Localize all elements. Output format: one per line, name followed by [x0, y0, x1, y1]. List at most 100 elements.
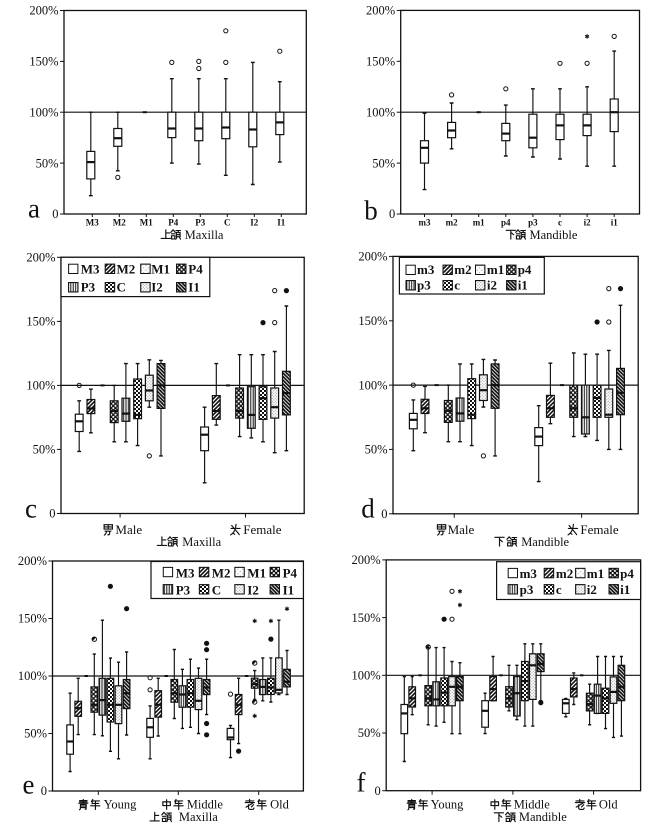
svg-text:m2: m2	[454, 262, 471, 277]
svg-text:150%: 150%	[358, 314, 387, 328]
svg-text:Maxilla: Maxilla	[179, 810, 218, 824]
svg-text:P3: P3	[195, 218, 205, 228]
svg-text:Mandible: Mandible	[521, 535, 569, 549]
svg-text:m3: m3	[417, 262, 435, 277]
svg-text:200%: 200%	[26, 251, 55, 265]
svg-text:Middle: Middle	[187, 798, 224, 812]
svg-text:50%: 50%	[24, 727, 47, 741]
svg-text:i1: i1	[518, 277, 528, 292]
svg-text:150%: 150%	[18, 612, 47, 626]
svg-text:M3: M3	[176, 565, 195, 580]
svg-text:c: c	[25, 494, 37, 524]
svg-text:M2: M2	[212, 565, 231, 580]
svg-text:m1: m1	[473, 218, 485, 228]
svg-text:i1: i1	[611, 218, 619, 228]
svg-text:150%: 150%	[366, 55, 395, 69]
svg-text:Male: Male	[115, 522, 142, 537]
svg-text:100%: 100%	[352, 669, 381, 683]
svg-text:Young: Young	[431, 798, 465, 812]
svg-text:0: 0	[374, 784, 380, 798]
svg-text:100%: 100%	[26, 379, 55, 393]
svg-text:0: 0	[52, 207, 58, 221]
svg-text:200%: 200%	[366, 4, 395, 18]
svg-text:0: 0	[381, 507, 387, 521]
svg-text:p4: p4	[518, 262, 532, 277]
svg-text:Old: Old	[270, 798, 290, 812]
svg-text:i1: i1	[620, 582, 630, 597]
svg-text:a: a	[28, 194, 40, 224]
svg-text:150%: 150%	[29, 55, 58, 69]
svg-text:c: c	[558, 218, 562, 228]
svg-text:100%: 100%	[29, 106, 58, 120]
svg-text:Mandible: Mandible	[530, 228, 578, 242]
svg-text:Male: Male	[448, 522, 475, 537]
svg-text:M2: M2	[113, 218, 126, 228]
svg-text:I2: I2	[247, 583, 259, 598]
svg-text:I2: I2	[151, 280, 163, 295]
svg-text:d: d	[361, 494, 375, 524]
svg-text:P4: P4	[283, 565, 298, 580]
svg-text:200%: 200%	[18, 554, 47, 568]
svg-text:M1: M1	[140, 218, 153, 228]
svg-text:P3: P3	[176, 583, 191, 598]
svg-text:100%: 100%	[18, 669, 47, 683]
svg-text:0: 0	[49, 507, 55, 521]
svg-text:200%: 200%	[352, 553, 381, 567]
svg-text:Maxilla: Maxilla	[182, 535, 221, 549]
svg-text:Maxilla: Maxilla	[185, 228, 224, 242]
svg-text:C: C	[117, 280, 126, 295]
svg-text:M1: M1	[151, 262, 170, 277]
svg-text:50%: 50%	[372, 156, 395, 170]
svg-text:50%: 50%	[358, 726, 381, 740]
svg-text:M1: M1	[247, 565, 266, 580]
svg-text:Young: Young	[104, 798, 138, 812]
svg-text:e: e	[23, 769, 35, 799]
svg-text:I2: I2	[250, 218, 259, 228]
svg-text:m1: m1	[487, 262, 504, 277]
svg-text:p3: p3	[417, 277, 431, 292]
svg-text:m3: m3	[520, 566, 538, 581]
svg-text:200%: 200%	[358, 250, 387, 264]
svg-text:b: b	[364, 196, 378, 226]
svg-text:P4: P4	[168, 218, 178, 228]
svg-text:0: 0	[389, 207, 395, 221]
svg-text:M3: M3	[86, 218, 99, 228]
svg-text:150%: 150%	[352, 611, 381, 625]
svg-text:c: c	[556, 582, 562, 597]
svg-text:M3: M3	[81, 262, 100, 277]
svg-text:p4: p4	[501, 218, 511, 228]
svg-text:f: f	[357, 768, 366, 798]
svg-text:150%: 150%	[26, 315, 55, 329]
svg-text:i2: i2	[584, 218, 592, 228]
svg-text:Female: Female	[243, 522, 281, 537]
svg-text:p4: p4	[620, 566, 634, 581]
svg-text:Middle: Middle	[514, 798, 551, 812]
svg-text:M2: M2	[117, 262, 136, 277]
svg-text:i2: i2	[487, 277, 497, 292]
svg-text:I1: I1	[277, 218, 286, 228]
svg-text:Old: Old	[599, 798, 619, 812]
svg-text:m3: m3	[419, 218, 431, 228]
svg-text:0: 0	[41, 784, 47, 798]
svg-text:200%: 200%	[29, 4, 58, 18]
svg-text:C: C	[212, 583, 221, 598]
svg-text:C: C	[224, 218, 231, 228]
svg-text:m2: m2	[446, 218, 458, 228]
svg-text:Mandible: Mandible	[519, 810, 567, 824]
svg-text:50%: 50%	[36, 156, 59, 170]
svg-text:Female: Female	[580, 522, 618, 537]
svg-text:I1: I1	[283, 583, 295, 598]
svg-text:m1: m1	[587, 566, 604, 581]
svg-text:p3: p3	[520, 582, 534, 597]
svg-text:I1: I1	[188, 280, 200, 295]
svg-text:p3: p3	[528, 218, 538, 228]
svg-text:m2: m2	[556, 566, 573, 581]
svg-text:50%: 50%	[33, 443, 56, 457]
svg-text:P4: P4	[188, 262, 203, 277]
svg-text:c: c	[454, 277, 460, 292]
svg-text:P3: P3	[81, 280, 96, 295]
svg-text:100%: 100%	[358, 378, 387, 392]
svg-text:100%: 100%	[366, 105, 395, 119]
svg-text:i2: i2	[587, 582, 597, 597]
svg-text:50%: 50%	[365, 443, 388, 457]
